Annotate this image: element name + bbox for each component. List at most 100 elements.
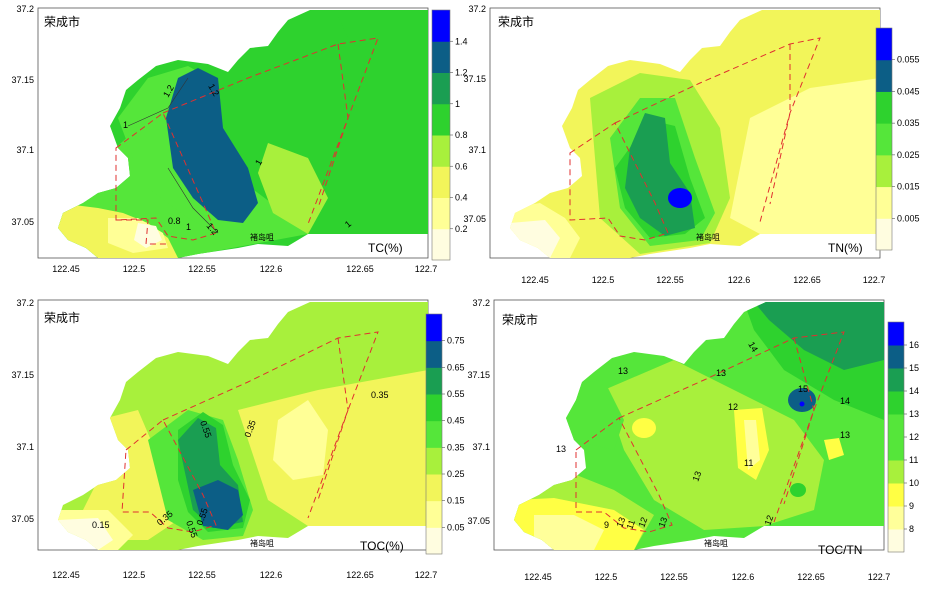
param-label: TOC/TN bbox=[818, 543, 862, 557]
legend-tick-label: 0.55 bbox=[447, 389, 465, 399]
y-tick-label: 37.15 bbox=[463, 74, 486, 84]
survey-boundary bbox=[569, 122, 669, 241]
legend-tick-label: 0.05 bbox=[447, 522, 465, 532]
y-tick-label: 37.15 bbox=[11, 75, 34, 85]
legend-tick-label: 0.015 bbox=[897, 182, 920, 192]
legend-tick-label: 0.4 bbox=[455, 193, 468, 203]
legend-swatch bbox=[426, 340, 442, 368]
legend-tick-label: 1 bbox=[455, 99, 460, 109]
contour-label: 14 bbox=[746, 340, 760, 354]
place-label: 褚岛咀 bbox=[696, 232, 720, 242]
survey-boundary bbox=[614, 37, 821, 223]
y-tick-label: 37.15 bbox=[11, 370, 34, 380]
x-tick-label: 122.55 bbox=[660, 572, 688, 582]
legend-swatch bbox=[432, 10, 450, 42]
x-tick-label: 122.65 bbox=[346, 264, 374, 274]
contour-label: 0.8 bbox=[168, 216, 181, 226]
x-tick-label: 122.65 bbox=[346, 570, 374, 580]
survey-boundary bbox=[769, 44, 791, 205]
param-label: TC(%) bbox=[368, 241, 403, 255]
x-axis: 122.45 122.5 122.55 122.6 122.65 122.7 bbox=[52, 570, 437, 580]
legend-tick-label: 15 bbox=[909, 363, 919, 373]
legend-tc: 0.2 0.4 0.6 0.8 1 1.2 1.4 bbox=[431, 9, 468, 261]
legend-tick-label: 13 bbox=[909, 409, 919, 419]
legend-tick-label: 10 bbox=[909, 478, 919, 488]
x-tick-label: 122.55 bbox=[188, 264, 216, 274]
survey-boundary bbox=[116, 219, 168, 245]
legend-swatch bbox=[876, 91, 892, 124]
legend-swatch bbox=[432, 228, 450, 261]
contour-label: 1 bbox=[343, 219, 353, 230]
y-tick-label: 37.05 bbox=[11, 514, 34, 524]
legend-tick-label: 0.25 bbox=[447, 469, 465, 479]
x-tick-label: 122.7 bbox=[415, 264, 438, 274]
legend-swatch bbox=[876, 28, 892, 61]
x-tick-label: 122.6 bbox=[260, 570, 283, 580]
legend-swatch bbox=[888, 345, 904, 369]
contour-label: 14 bbox=[840, 396, 850, 406]
legend-tick-label: 16 bbox=[909, 340, 919, 350]
survey-boundary bbox=[575, 417, 673, 533]
x-tick-label: 122.7 bbox=[415, 570, 438, 580]
legend-tick-label: 1.4 bbox=[455, 36, 468, 46]
contour-label: 13 bbox=[556, 444, 566, 454]
legend-frame bbox=[875, 27, 893, 251]
contour-label: 13 bbox=[618, 366, 628, 376]
city-label: 荣成市 bbox=[502, 312, 538, 327]
contour-label: 1 bbox=[253, 158, 264, 167]
legend-swatch bbox=[888, 529, 904, 553]
x-tick-label: 122.5 bbox=[123, 570, 146, 580]
y-tick-label: 37.05 bbox=[11, 217, 34, 227]
contour-label: 13 bbox=[690, 470, 703, 483]
legend-tick-label: 0.15 bbox=[447, 496, 465, 506]
legend-swatch bbox=[876, 59, 892, 92]
x-tick-label: 122.7 bbox=[863, 275, 886, 285]
contour-label: 1 bbox=[186, 222, 191, 232]
contour-label: 12 bbox=[728, 402, 738, 412]
y-tick-label: 37.1 bbox=[472, 442, 490, 452]
legend-swatch bbox=[426, 474, 442, 502]
x-tick-label: 122.65 bbox=[797, 572, 825, 582]
param-label: TN(%) bbox=[828, 241, 863, 255]
legend-tick-label: 0.35 bbox=[447, 442, 465, 452]
y-tick-label: 37.1 bbox=[16, 145, 34, 155]
x-tick-label: 122.5 bbox=[123, 264, 146, 274]
y-axis: 37.05 37.1 37.15 37.2 bbox=[467, 298, 490, 526]
place-label: 褚岛咀 bbox=[704, 538, 728, 548]
map-panel-toc-tn: 14 13 13 15 14 12 13 13 11 13 13 9 11 12… bbox=[467, 298, 890, 582]
legend-swatch bbox=[432, 41, 450, 73]
legend-tn: 0.005 0.015 0.025 0.035 0.045 0.055 bbox=[875, 27, 920, 251]
legend-toc: 0.05 0.15 0.25 0.35 0.45 0.55 0.65 0.75 bbox=[425, 313, 465, 555]
place-label: 褚岛咀 bbox=[250, 232, 274, 242]
legend-tick-label: 0.055 bbox=[897, 55, 920, 65]
survey-boundary bbox=[783, 337, 815, 505]
legend-swatch bbox=[876, 123, 892, 156]
y-tick-label: 37.2 bbox=[472, 298, 490, 308]
legend-swatch bbox=[426, 394, 442, 422]
contour-line bbox=[167, 167, 219, 234]
y-tick-label: 37.2 bbox=[16, 298, 34, 308]
place-label: 褚岛咀 bbox=[250, 538, 274, 548]
map-panel-toc: 0.55 0.35 0.35 0.15 0.35 0.55 0.55 荣成市 褚… bbox=[11, 298, 437, 580]
legend-tick-label: 0.005 bbox=[897, 213, 920, 223]
x-tick-label: 122.55 bbox=[656, 275, 684, 285]
contour-label: 0.15 bbox=[92, 520, 110, 530]
legend-tick-label: 0.2 bbox=[455, 224, 468, 234]
legend-swatch bbox=[426, 420, 442, 448]
legend-swatch bbox=[888, 483, 904, 507]
contour-line bbox=[127, 77, 189, 127]
survey-boundary bbox=[121, 419, 217, 533]
legend-swatch bbox=[888, 414, 904, 438]
x-axis: 122.45 122.5 122.55 122.6 122.65 122.7 bbox=[521, 275, 885, 285]
city-label: 荣成市 bbox=[44, 310, 80, 325]
legend-swatch bbox=[426, 527, 442, 555]
legend-tick-label: 9 bbox=[909, 501, 914, 511]
legend-tick-label: 0.025 bbox=[897, 150, 920, 160]
contour-label: 11 bbox=[624, 518, 637, 530]
y-tick-label: 37.2 bbox=[468, 4, 486, 14]
contour-label: 0.35 bbox=[371, 390, 389, 400]
legend-swatch bbox=[876, 218, 892, 251]
y-axis: 37.05 37.1 37.15 37.2 bbox=[463, 4, 486, 224]
legend-swatch bbox=[888, 506, 904, 530]
